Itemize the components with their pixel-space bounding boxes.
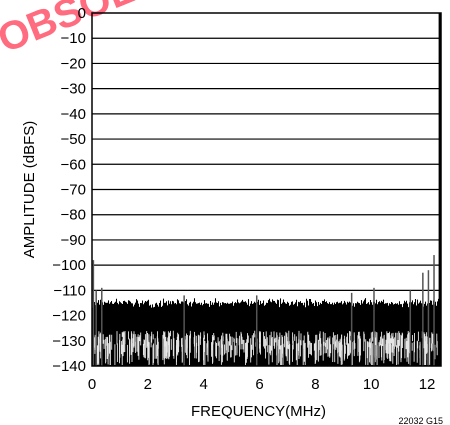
x-tick-6: 12 [419,376,436,393]
y-tick-labels: 0 −10 −20 −30 −40 −50 −60 −70 −80 −90 −100 −110 −120… [52,5,86,375]
x-tick-2: 4 [200,376,208,393]
noise-floor [91,298,441,366]
x-tick-5: 10 [363,376,380,393]
y-tick-7: −70 [61,182,86,199]
y-tick-1: −10 [61,30,86,47]
y-axis-label: AMPLITUDE (dBFS) [21,121,38,259]
gridlines [92,37,441,342]
spectral-spurs [92,13,441,366]
y-tick-0: 0 [78,5,86,22]
y-tick-14: −140 [52,358,86,375]
y-tick-8: −80 [61,207,86,224]
x-tick-4: 8 [311,376,319,393]
y-tick-6: −60 [61,156,86,173]
y-tick-10: −100 [52,257,86,274]
x-axis-label: FREQUENCY(MHz) [191,403,326,420]
y-tick-5: −50 [61,131,86,148]
y-tick-13: −130 [52,333,86,350]
y-tick-3: −30 [61,81,86,98]
watermark: OBSOLETE [0,0,212,61]
x-tick-labels: 0 2 4 6 8 10 12 [88,376,436,393]
y-tick-4: −40 [61,106,86,123]
x-tick-0: 0 [88,376,96,393]
y-tick-12: −120 [52,308,86,325]
y-tick-9: −90 [61,232,86,249]
noise-texture [93,330,438,365]
x-tick-3: 6 [255,376,263,393]
figure-id: 22032 G15 [398,416,443,425]
y-tick-2: −20 [61,55,86,72]
plot-frame [91,12,442,367]
y-tick-11: −110 [53,282,86,299]
x-tick-1: 2 [144,376,152,393]
